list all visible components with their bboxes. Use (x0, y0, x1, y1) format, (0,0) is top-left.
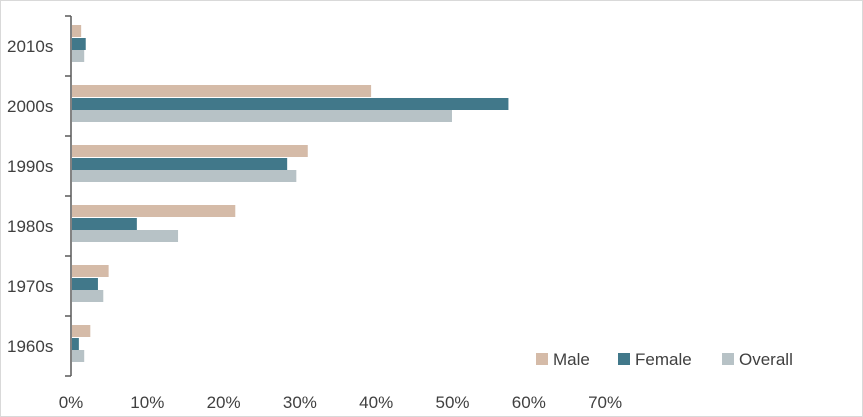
x-tick-label: 50% (435, 393, 469, 412)
y-tick-label: 1960s (7, 337, 53, 356)
bar-overall-1970s (72, 290, 104, 302)
bar-male-2010s (72, 25, 82, 37)
x-tick-labels: 0% 10% 20% 30% 40% 50% 60% 70% (59, 393, 622, 412)
x-tick-label: 70% (588, 393, 622, 412)
bar-female-2000s (72, 98, 509, 110)
legend-label-male: Male (553, 350, 590, 369)
bar-female-1960s (72, 338, 79, 350)
bar-overall-2010s (72, 50, 85, 62)
x-tick-label: 0% (59, 393, 84, 412)
y-tick-label: 1980s (7, 217, 53, 236)
bar-overall-1960s (72, 350, 85, 362)
bars-group (72, 25, 509, 362)
bar-male-1990s (72, 145, 308, 157)
bar-female-1980s (72, 218, 137, 230)
bar-female-1970s (72, 278, 98, 290)
y-tick-label: 2010s (7, 37, 53, 56)
y-tick-label: 1970s (7, 277, 53, 296)
y-tick-label: 1990s (7, 157, 53, 176)
x-tick-label: 20% (207, 393, 241, 412)
legend-label-female: Female (635, 350, 692, 369)
x-tick-label: 40% (359, 393, 393, 412)
legend-swatch-female (618, 353, 630, 365)
y-tick-marks (65, 15, 71, 377)
bar-overall-1980s (72, 230, 179, 242)
legend-swatch-male (536, 353, 548, 365)
legend-swatch-overall (722, 353, 734, 365)
bar-male-1980s (72, 205, 236, 217)
x-tick-label: 10% (130, 393, 164, 412)
bar-male-2000s (72, 85, 372, 97)
bar-female-2010s (72, 38, 86, 50)
bar-female-1990s (72, 158, 288, 170)
y-tick-labels: 2010s 2000s 1990s 1980s 1970s 1960s (7, 37, 53, 356)
bar-male-1970s (72, 265, 109, 277)
bar-overall-2000s (72, 110, 452, 122)
x-tick-label: 60% (512, 393, 546, 412)
x-tick-label: 30% (283, 393, 317, 412)
legend-label-overall: Overall (739, 350, 793, 369)
bar-male-1960s (72, 325, 91, 337)
legend: Male Female Overall (536, 350, 793, 369)
bar-overall-1990s (72, 170, 297, 182)
y-tick-label: 2000s (7, 97, 53, 116)
